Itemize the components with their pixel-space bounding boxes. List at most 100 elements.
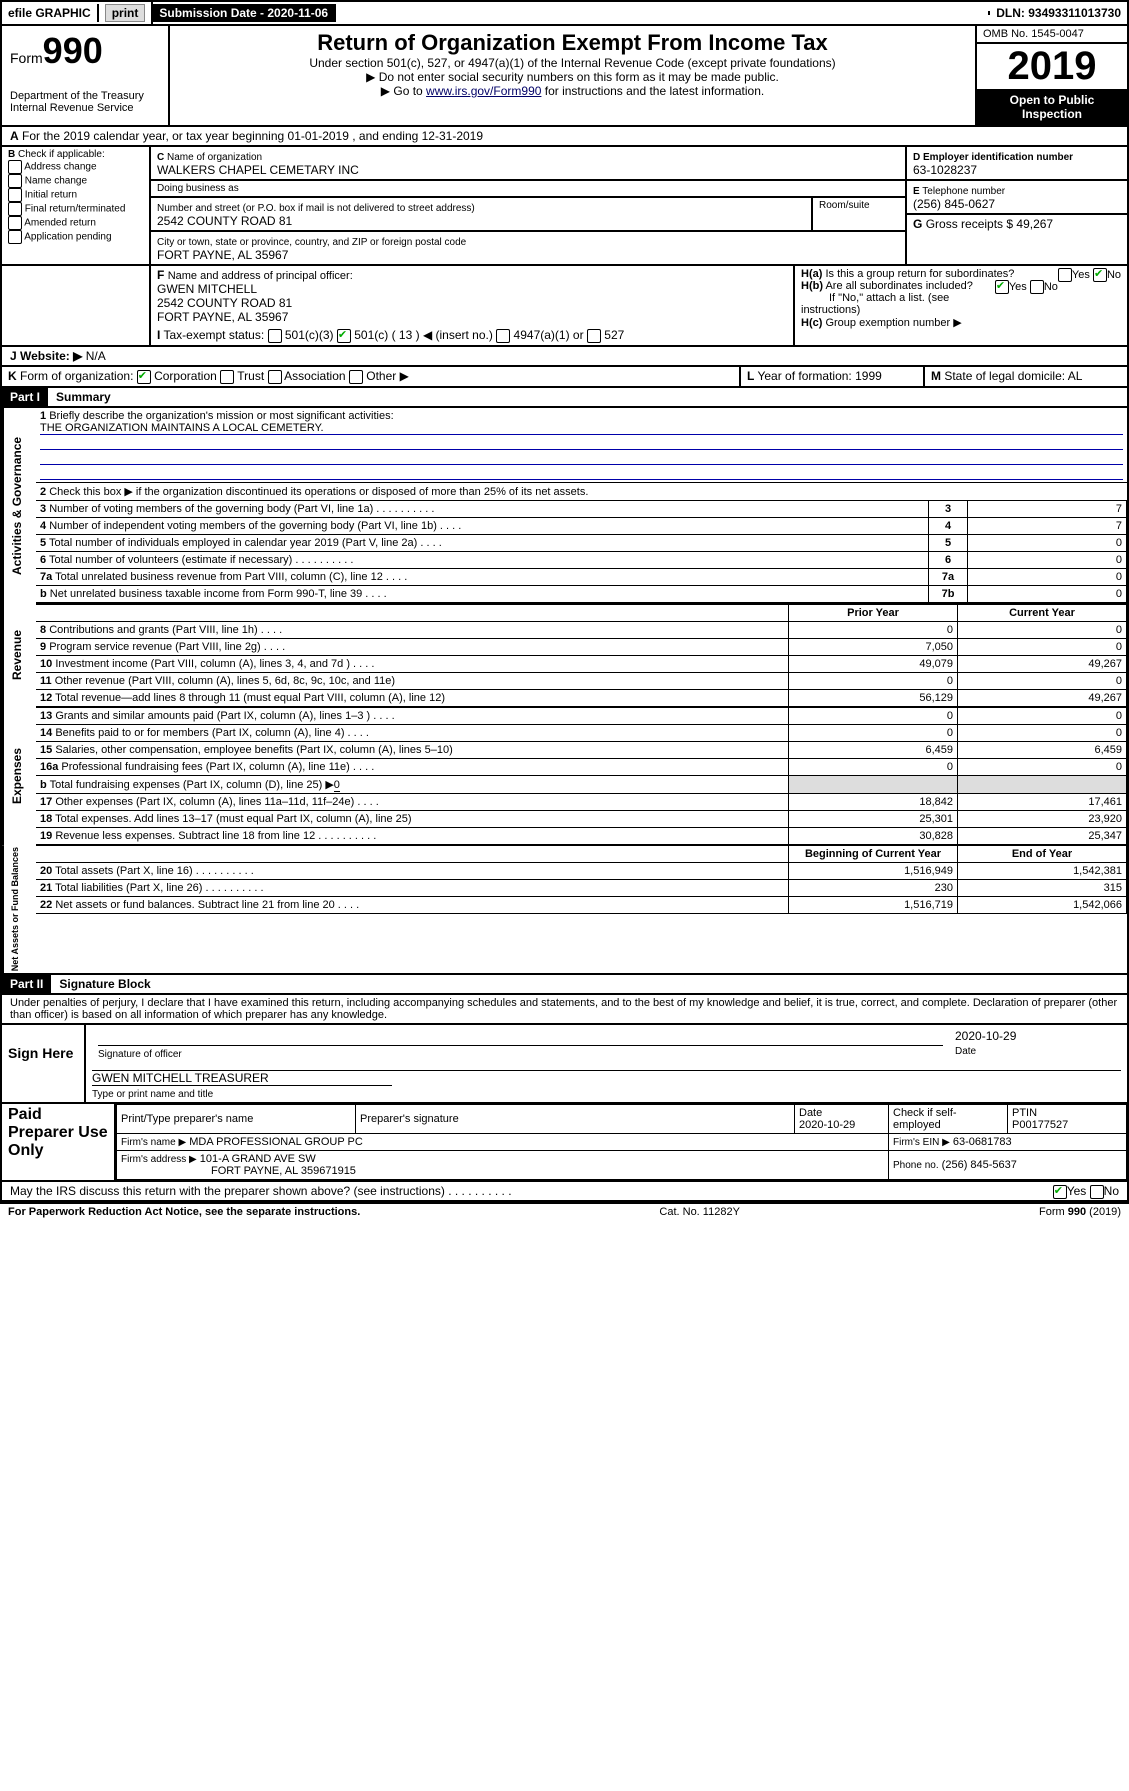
check-final-return[interactable] <box>8 202 22 216</box>
check-initial-return[interactable] <box>8 188 22 202</box>
phone-label: Telephone number <box>922 186 1005 197</box>
eoy-hdr: End of Year <box>958 845 1127 862</box>
firm-addr2: FORT PAYNE, AL 359671915 <box>121 1165 356 1177</box>
subtitle-1: Under section 501(c), 527, or 4947(a)(1)… <box>178 56 967 70</box>
ptin: P00177527 <box>1012 1119 1068 1131</box>
prep-col1: Print/Type preparer's name <box>117 1104 356 1133</box>
m-label: State of legal domicile: <box>944 369 1065 383</box>
discuss-label: May the IRS discuss this return with the… <box>10 1184 512 1198</box>
prep-col2: Preparer's signature <box>356 1104 795 1133</box>
l21: Total liabilities (Part X, line 26) <box>55 882 263 894</box>
dba-label: Doing business as <box>151 181 905 198</box>
cat-no: Cat. No. 11282Y <box>659 1206 740 1218</box>
q3-label: Number of voting members of the governin… <box>49 503 434 515</box>
l20: Total assets (Part X, line 16) <box>55 865 254 877</box>
q5-val: 0 <box>968 534 1127 551</box>
ein-value: 63-1028237 <box>913 163 977 177</box>
form990-link[interactable]: www.irs.gov/Form990 <box>426 84 541 98</box>
irs-label: Internal Revenue Service <box>10 102 160 114</box>
print-button[interactable]: print <box>105 4 146 22</box>
domicile: AL <box>1068 369 1083 383</box>
org-city: FORT PAYNE, AL 35967 <box>157 248 288 262</box>
gross-label: Gross receipts $ <box>926 217 1013 231</box>
check-other[interactable] <box>349 370 363 384</box>
submission-date: Submission Date - 2020-11-06 <box>153 4 336 22</box>
subtitle-3: ▶ Go to www.irs.gov/Form990 for instruct… <box>178 84 967 98</box>
efile-label: efile GRAPHIC <box>2 4 99 22</box>
check-4947[interactable] <box>496 329 510 343</box>
q7a-label: Total unrelated business revenue from Pa… <box>55 571 407 583</box>
l13: Grants and similar amounts paid (Part IX… <box>55 710 394 722</box>
l8: Contributions and grants (Part VIII, lin… <box>49 624 282 636</box>
q2-label: Check this box ▶ if the organization dis… <box>49 486 588 498</box>
hb-yes[interactable] <box>995 280 1009 294</box>
sidebar-activities: Activities & Governance <box>2 408 36 603</box>
perjury-text: Under penalties of perjury, I declare th… <box>2 995 1127 1025</box>
phone-value: (256) 845-0627 <box>913 197 995 211</box>
check-amended[interactable] <box>8 216 22 230</box>
check-app-pending[interactable] <box>8 230 22 244</box>
form-header: Form990 Department of the Treasury Inter… <box>0 26 1129 127</box>
sidebar-expenses: Expenses <box>2 707 36 845</box>
form-footer: Form 990 (2019) <box>1039 1206 1121 1218</box>
omb-number: OMB No. 1545-0047 <box>977 26 1127 44</box>
check-527[interactable] <box>587 329 601 343</box>
l10: Investment income (Part VIII, column (A)… <box>55 658 374 670</box>
pra-notice: For Paperwork Reduction Act Notice, see … <box>8 1206 360 1218</box>
discuss-yes[interactable] <box>1053 1185 1067 1199</box>
l16b: Total fundraising expenses (Part IX, col… <box>50 779 334 791</box>
tax-year: 2019 <box>977 44 1127 89</box>
boy-hdr: Beginning of Current Year <box>789 845 958 862</box>
discuss-no[interactable] <box>1090 1185 1104 1199</box>
year-formed: 1999 <box>855 369 882 383</box>
dept-treasury: Department of the Treasury <box>10 90 160 102</box>
firm-name: MDA PROFESSIONAL GROUP PC <box>189 1136 363 1148</box>
mission-text: THE ORGANIZATION MAINTAINS A LOCAL CEMET… <box>40 422 1123 435</box>
sig-officer-label: Signature of officer <box>98 1049 182 1060</box>
city-label: City or town, state or province, country… <box>157 237 466 248</box>
part2-header: Part II <box>2 975 51 993</box>
hb-no[interactable] <box>1030 280 1044 294</box>
f-label: Name and address of principal officer: <box>168 270 353 282</box>
q7b-label: Net unrelated business taxable income fr… <box>50 588 387 600</box>
k-label: Form of organization: <box>20 369 133 383</box>
ein-label: Employer identification number <box>923 152 1073 163</box>
room-label: Room/suite <box>813 198 905 230</box>
current-year-hdr: Current Year <box>958 604 1127 622</box>
q5-label: Total number of individuals employed in … <box>49 537 442 549</box>
l18: Total expenses. Add lines 13–17 (must eq… <box>55 813 411 825</box>
l12: Total revenue—add lines 8 through 11 (mu… <box>55 692 445 704</box>
check-assoc[interactable] <box>268 370 282 384</box>
open-public-badge: Open to Public Inspection <box>977 89 1127 125</box>
firm-phone: (256) 845-5637 <box>942 1159 1017 1171</box>
q1-label: Briefly describe the organization's miss… <box>49 410 393 422</box>
dln-label: DLN: 93493311013730 <box>990 4 1127 22</box>
q4-label: Number of independent voting members of … <box>49 520 461 532</box>
check-501c[interactable] <box>337 329 351 343</box>
check-corp[interactable] <box>137 370 151 384</box>
q3-val: 7 <box>968 500 1127 517</box>
ha-label: Is this a group return for subordinates? <box>825 268 1014 280</box>
check-name-change[interactable] <box>8 174 22 188</box>
sig-date: 2020-10-29 <box>955 1029 1016 1043</box>
subtitle-2: ▶ Do not enter social security numbers o… <box>178 70 967 84</box>
page-footer: For Paperwork Reduction Act Notice, see … <box>0 1204 1129 1220</box>
part2-title: Signature Block <box>51 977 150 991</box>
line-a: A For the 2019 calendar year, or tax yea… <box>2 127 1127 147</box>
website-value: N/A <box>86 349 106 363</box>
check-trust[interactable] <box>220 370 234 384</box>
q6-label: Total number of volunteers (estimate if … <box>49 554 353 566</box>
firm-addr1: 101-A GRAND AVE SW <box>200 1153 316 1165</box>
i-label: Tax-exempt status: <box>163 328 264 342</box>
sidebar-revenue: Revenue <box>2 603 36 707</box>
j-label: Website: ▶ <box>20 349 82 363</box>
ha-no[interactable] <box>1093 268 1107 282</box>
check-address-change[interactable] <box>8 160 22 174</box>
officer-name: GWEN MITCHELL <box>157 282 257 296</box>
officer-addr1: 2542 COUNTY ROAD 81 <box>157 296 292 310</box>
check-501c3[interactable] <box>268 329 282 343</box>
b-label: Check if applicable: <box>18 149 105 160</box>
return-title: Return of Organization Exempt From Incom… <box>178 30 967 56</box>
ha-yes[interactable] <box>1058 268 1072 282</box>
org-name: WALKERS CHAPEL CEMETARY INC <box>157 163 359 177</box>
